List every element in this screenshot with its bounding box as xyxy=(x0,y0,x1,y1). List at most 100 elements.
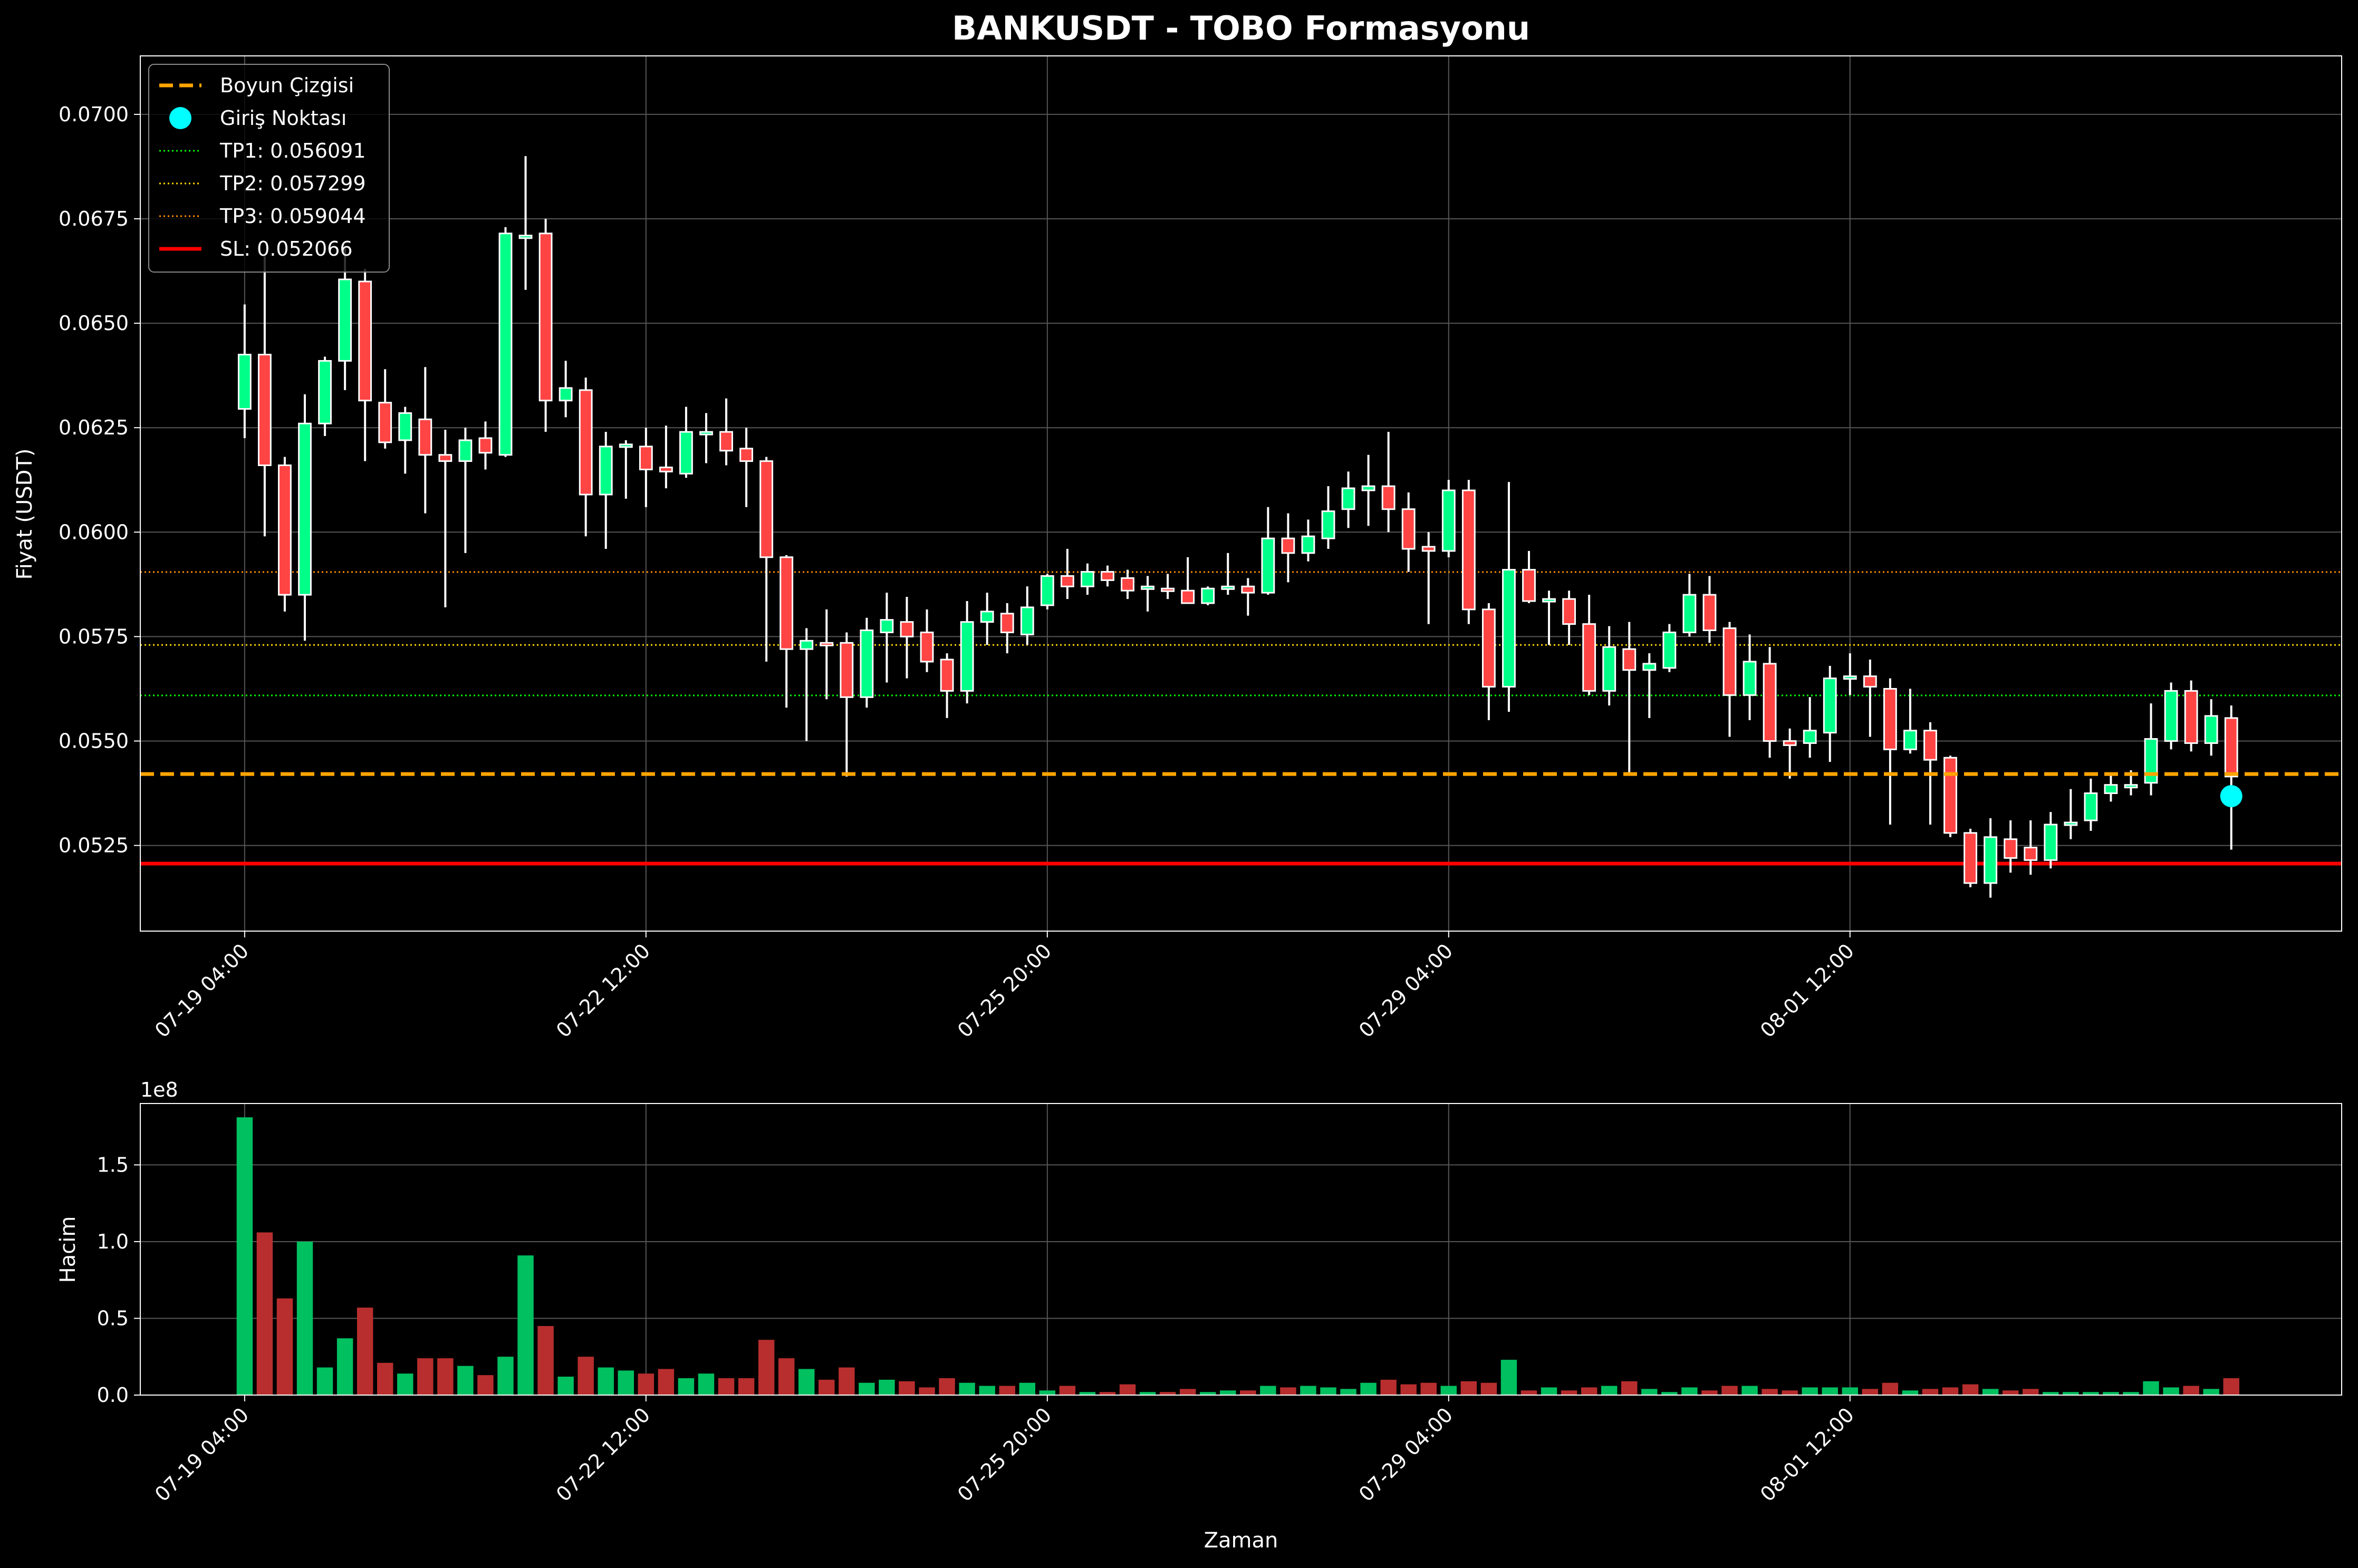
volume-bar-up xyxy=(1982,1389,1999,1395)
candle-body-up xyxy=(2204,715,2218,744)
candle-body-down xyxy=(257,354,272,467)
candle-body-down xyxy=(659,466,673,472)
volume-y-axis: 0.0 0.5 1.0 1.5 xyxy=(97,1153,140,1407)
volume-bar-down xyxy=(477,1375,494,1395)
volume-bar-down xyxy=(1119,1384,1136,1395)
volume-bar-down xyxy=(1721,1386,1738,1395)
candle-body-up xyxy=(2064,821,2078,826)
candle-body-down xyxy=(1883,688,1897,750)
price-ytick-label: 0.0525 xyxy=(59,834,129,857)
candles xyxy=(237,156,2238,898)
candle-body-up xyxy=(298,422,312,596)
candle-body-up xyxy=(699,431,713,435)
candle-body-down xyxy=(1481,608,1496,688)
candle-body-down xyxy=(438,454,453,462)
candle-body-up xyxy=(559,387,573,402)
candle-body-down xyxy=(900,621,914,637)
candle-body-up xyxy=(1040,575,1054,606)
candle-body-down xyxy=(1461,489,1476,611)
volume-bar-down xyxy=(1882,1382,1899,1395)
volume-bar-down xyxy=(1962,1384,1979,1395)
candle-body-down xyxy=(639,446,653,470)
volume-bar-down xyxy=(839,1367,855,1395)
candle-body-up xyxy=(2124,784,2138,789)
volume-bar-up xyxy=(2163,1387,2179,1395)
candle-body-down xyxy=(719,431,733,452)
volume-bar-down xyxy=(919,1387,935,1395)
volume-bar-up xyxy=(1320,1387,1336,1395)
legend-box xyxy=(148,64,390,273)
candle-body-up xyxy=(679,431,693,475)
volume-bar-up xyxy=(798,1369,815,1395)
volume-bar-up xyxy=(618,1370,634,1395)
candle-body-up xyxy=(1903,730,1917,750)
volume-bar-up xyxy=(859,1382,875,1395)
volume-bar-up xyxy=(457,1366,474,1395)
volume-bar-up xyxy=(1199,1392,1216,1395)
volume-bar-down xyxy=(1782,1390,1798,1395)
candle-body-up xyxy=(619,443,633,448)
candle-body-down xyxy=(418,418,432,456)
volume-bar-up xyxy=(397,1373,413,1395)
candle-body-up xyxy=(318,360,332,424)
candle-body-up xyxy=(1542,598,1556,603)
volume-bar-down xyxy=(1581,1387,1597,1395)
candle-body-down xyxy=(1562,598,1576,625)
legend-label: TP1: 0.056091 xyxy=(219,139,366,162)
candle-body-down xyxy=(1421,546,1436,552)
price-y-axis-label: Fiyat (USDT) xyxy=(13,449,37,580)
chart-title: BANKUSDT - TOBO Formasyonu xyxy=(952,9,1530,47)
candle-body-down xyxy=(739,448,754,462)
candle-body-down xyxy=(920,631,934,663)
candle-body-down xyxy=(1101,571,1114,581)
candle-body-up xyxy=(398,412,412,441)
volume-bar-down xyxy=(2002,1390,2019,1395)
volume-bar-up xyxy=(1260,1386,1276,1395)
candle-body-down xyxy=(1863,675,1877,688)
entry-layer xyxy=(140,772,2342,808)
volume-bar-up xyxy=(1902,1390,1919,1395)
volume-y-axis-label: Hacim xyxy=(56,1216,80,1283)
volume-bar-down xyxy=(1480,1382,1497,1395)
volume-ytick-label: 1.5 xyxy=(97,1153,129,1176)
volume-bar-down xyxy=(2183,1386,2199,1395)
volume-bar-up xyxy=(1039,1390,1056,1395)
candle-body-down xyxy=(1722,627,1737,696)
volume-bar-up xyxy=(1139,1392,1156,1395)
candle-body-up xyxy=(338,278,352,362)
candle-body-up xyxy=(1682,594,1697,633)
price-ytick-label: 0.0625 xyxy=(59,416,129,439)
candle-body-down xyxy=(538,233,553,402)
candle-body-up xyxy=(1221,585,1235,590)
volume-bar-down xyxy=(718,1378,735,1395)
candle-body-up xyxy=(237,354,252,410)
volume-bar-down xyxy=(1420,1382,1437,1395)
volume-bar-up xyxy=(497,1357,514,1395)
candle-body-down xyxy=(2004,838,2018,859)
volume-bar-up xyxy=(336,1338,353,1395)
volume-bar-up xyxy=(979,1386,995,1395)
candle-body-down xyxy=(779,556,794,650)
price-ytick-label: 0.0675 xyxy=(59,207,129,230)
candle-body-down xyxy=(759,460,774,558)
volume-bar-down xyxy=(1099,1392,1116,1395)
volume-scale-label: 1e8 xyxy=(140,1078,178,1101)
candle-body-down xyxy=(1161,587,1175,592)
candle-body-down xyxy=(1000,613,1014,633)
candle-body-down xyxy=(940,659,954,692)
candle-body-up xyxy=(860,629,874,698)
volume-bar-up xyxy=(1500,1360,1517,1395)
volume-bar-up xyxy=(1601,1386,1618,1395)
volume-bar-up xyxy=(2203,1389,2219,1395)
candle-body-down xyxy=(378,402,392,443)
volume-bar-up xyxy=(2123,1392,2139,1395)
price-ytick-label: 0.0650 xyxy=(59,312,129,335)
volume-bar-up xyxy=(1360,1382,1377,1395)
volume-bar-down xyxy=(1862,1389,1879,1395)
x-axis-label: Zaman xyxy=(1204,1528,1278,1553)
volume-bar-up xyxy=(598,1367,614,1395)
candle-body-down xyxy=(1181,589,1195,604)
volume-bar-down xyxy=(276,1298,293,1395)
volume-bar-down xyxy=(2223,1378,2239,1395)
legend[interactable]: Boyun Çizgisi Giriş Noktası TP1: 0.056091 T… xyxy=(148,64,390,273)
